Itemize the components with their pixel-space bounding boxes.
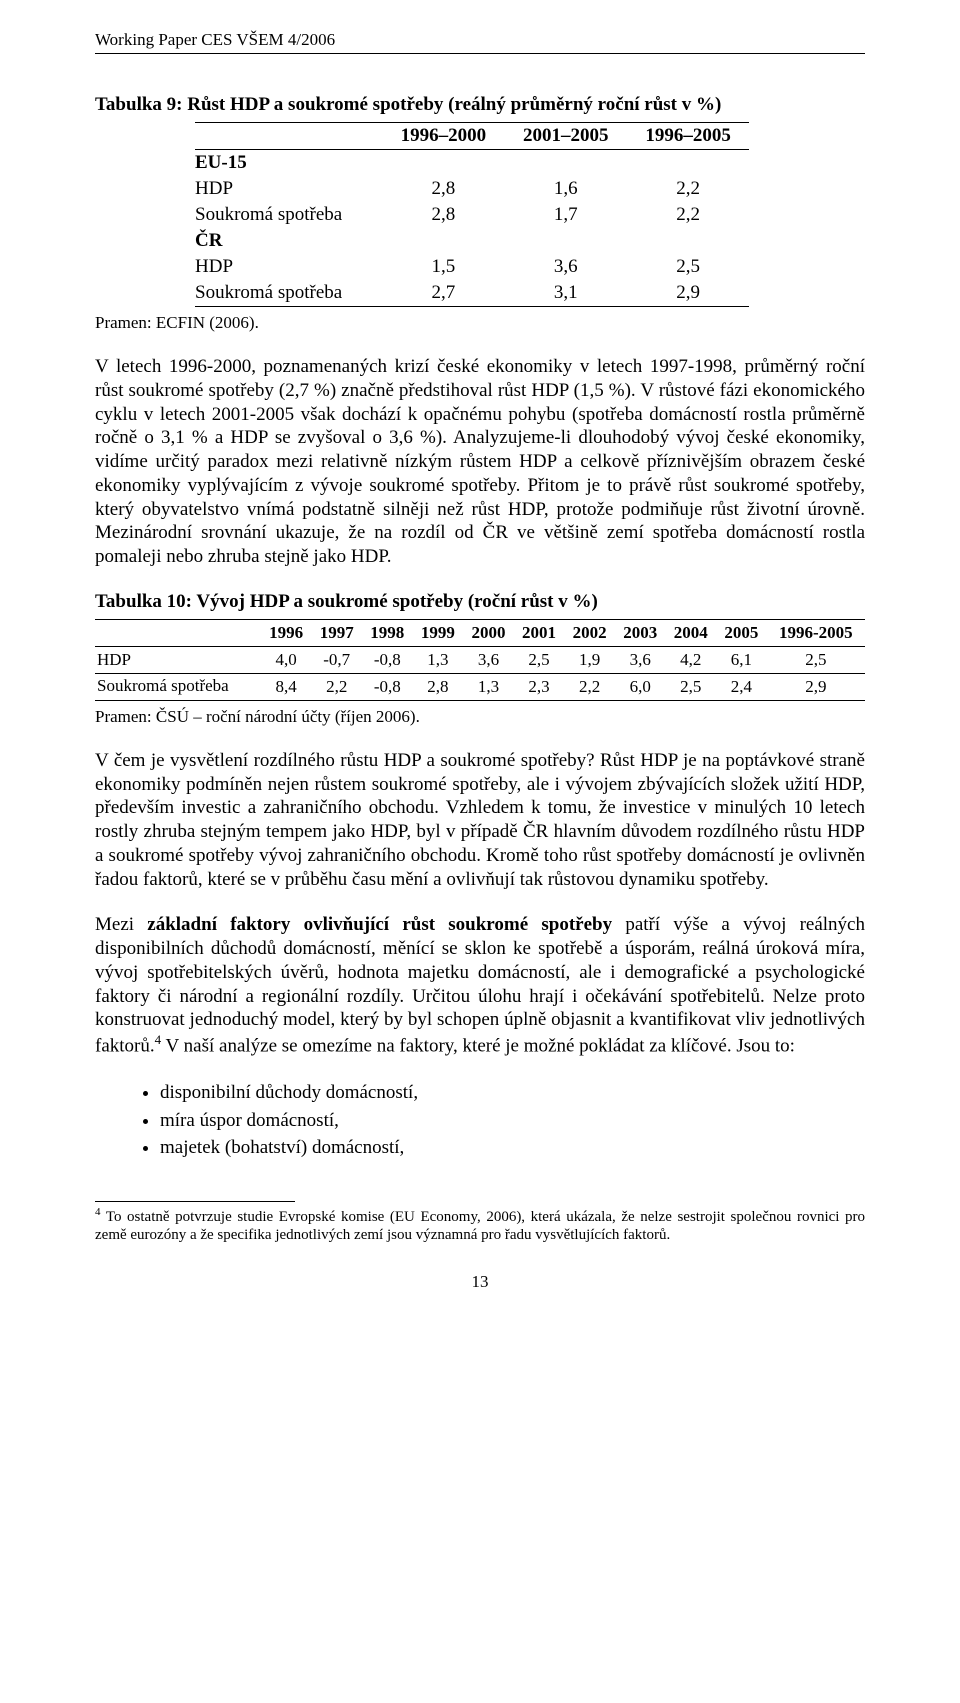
table9: 1996–2000 2001–2005 1996–2005 EU-15 HDP …	[195, 122, 749, 307]
table9-col-1: 2001–2005	[505, 123, 627, 150]
table9-section-cr: ČR	[195, 228, 749, 254]
list-item: majetek (bohatství) domácností,	[160, 1135, 865, 1161]
table9-header-row: 1996–2000 2001–2005 1996–2005	[195, 123, 749, 150]
list-item: míra úspor domácností,	[160, 1108, 865, 1134]
table9-row: HDP 1,5 3,6 2,5	[195, 254, 749, 280]
paragraph-1: V letech 1996-2000, poznamenaných krizí …	[95, 355, 865, 569]
footnote-4: 4 To ostatně potvrzuje studie Evropské k…	[95, 1206, 865, 1244]
table9-col-2: 1996–2005	[627, 123, 749, 150]
paragraph-3: Mezi základní faktory ovlivňující růst s…	[95, 913, 865, 1058]
table10-row-hdp: HDP 4,0 -0,7 -0,8 1,3 3,6 2,5 1,9 3,6 4,…	[95, 646, 865, 673]
table10: 1996 1997 1998 1999 2000 2001 2002 2003 …	[95, 619, 865, 701]
list-item: disponibilní důchody domácností,	[160, 1080, 865, 1106]
table10-title: Tabulka 10: Vývoj HDP a soukromé spotřeb…	[95, 591, 865, 613]
table9-row: HDP 2,8 1,6 2,2	[195, 176, 749, 202]
running-head: Working Paper CES VŠEM 4/2006	[95, 30, 865, 54]
table9-col-0: 1996–2000	[382, 123, 504, 150]
table9-source: Pramen: ECFIN (2006).	[95, 313, 865, 333]
table10-row-spotreba: Soukromá spotřeba 8,4 2,2 -0,8 2,8 1,3 2…	[95, 673, 865, 700]
table9-row: Soukromá spotřeba 2,8 1,7 2,2	[195, 202, 749, 228]
table9-section-eu15: EU-15	[195, 150, 749, 177]
bullet-list: disponibilní důchody domácností, míra ús…	[95, 1080, 865, 1161]
footnote-separator	[95, 1201, 295, 1202]
table9-title: Tabulka 9: Růst HDP a soukromé spotřeby …	[95, 94, 865, 116]
table10-source: Pramen: ČSÚ – roční národní účty (říjen …	[95, 707, 865, 727]
page-number: 13	[95, 1272, 865, 1292]
table10-header-row: 1996 1997 1998 1999 2000 2001 2002 2003 …	[95, 619, 865, 646]
table9-row: Soukromá spotřeba 2,7 3,1 2,9	[195, 280, 749, 307]
paragraph-2: V čem je vysvětlení rozdílného růstu HDP…	[95, 749, 865, 892]
bold-phrase: základní faktory ovlivňující růst soukro…	[147, 914, 612, 935]
